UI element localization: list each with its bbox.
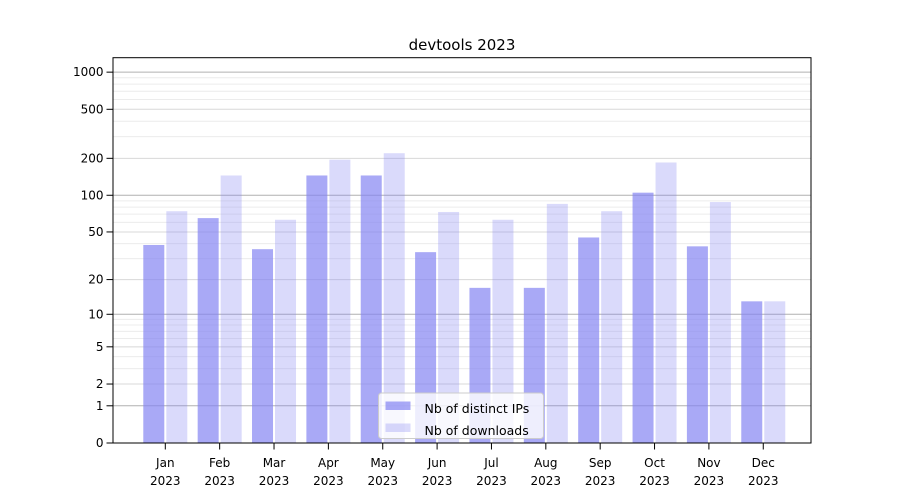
x-tick-label-year-nov: 2023 [694, 474, 725, 488]
x-tick-label-year-oct: 2023 [639, 474, 670, 488]
bar-jan-downloads [166, 211, 188, 443]
y-tick-label-2: 2 [96, 377, 104, 391]
x-tick-label-year-apr: 2023 [313, 474, 344, 488]
y-tick-label-0: 0 [96, 436, 104, 450]
x-tick-label-year-mar: 2023 [259, 474, 290, 488]
bar-dec-distinct-ips [741, 301, 763, 443]
legend-swatch-downloads [385, 423, 411, 432]
bar-feb-downloads [220, 175, 242, 443]
x-tick-label-month-may: May [370, 456, 395, 470]
y-tick-label-1: 1 [96, 399, 104, 413]
legend-swatch-distinct-ips [385, 401, 411, 410]
y-tick-label-10: 10 [88, 307, 103, 321]
y-tick-label-500: 500 [81, 102, 104, 116]
x-tick-label-month-feb: Feb [209, 456, 230, 470]
y-tick-label-20: 20 [88, 273, 103, 287]
y-tick-label-50: 50 [88, 225, 103, 239]
chart-title: devtools 2023 [409, 36, 516, 54]
x-axis: Jan 2023 Feb 2023 Mar 2023 Apr 2023 May 2023 Jun 20… [150, 443, 779, 488]
bar-jan-distinct-ips [143, 244, 165, 443]
y-tick-label-1000: 1000 [73, 65, 104, 79]
y-tick-label-5: 5 [96, 340, 104, 354]
y-tick-label-200: 200 [81, 151, 104, 165]
bar-nov-distinct-ips [686, 246, 708, 443]
x-tick-label-year-sep: 2023 [585, 474, 616, 488]
bar-apr-distinct-ips [306, 175, 328, 443]
x-tick-label-month-sep: Sep [589, 456, 612, 470]
bar-apr-downloads [329, 159, 351, 443]
x-tick-label-month-jul: Jul [483, 456, 498, 470]
bar-may-downloads [383, 153, 405, 444]
x-tick-label-month-jun: Jun [427, 456, 447, 470]
y-axis: 0 1 2 5 10 20 50 100 200 500 1000 [73, 65, 113, 450]
bar-oct-distinct-ips [632, 192, 654, 443]
x-tick-label-year-jan: 2023 [150, 474, 181, 488]
bar-may-distinct-ips [360, 175, 382, 443]
bar-feb-distinct-ips [197, 218, 219, 443]
x-tick-label-year-feb: 2023 [204, 474, 235, 488]
legend-label-downloads: Nb of downloads [425, 423, 529, 438]
legend: Nb of distinct IPs Nb of downloads [378, 392, 544, 439]
bar-oct-downloads [655, 162, 677, 443]
x-tick-label-month-apr: Apr [318, 456, 339, 470]
bar-jul-downloads [492, 219, 514, 443]
bar-sep-downloads [601, 211, 623, 443]
x-tick-label-year-dec: 2023 [748, 474, 779, 488]
x-tick-label-month-oct: Oct [644, 456, 665, 470]
bar-aug-downloads [546, 203, 568, 443]
x-tick-label-month-nov: Nov [697, 456, 720, 470]
x-tick-label-year-aug: 2023 [531, 474, 562, 488]
bar-sep-distinct-ips [578, 237, 600, 443]
bar-mar-downloads [275, 219, 297, 443]
plot-border [112, 57, 812, 444]
bar-mar-distinct-ips [252, 249, 274, 443]
x-tick-label-year-jun: 2023 [422, 474, 453, 488]
legend-box [378, 392, 544, 439]
x-tick-label-month-dec: Dec [752, 456, 775, 470]
bar-dec-downloads [764, 301, 786, 443]
x-tick-label-month-mar: Mar [263, 456, 286, 470]
bar-nov-downloads [709, 202, 731, 443]
legend-label-distinct-ips: Nb of distinct IPs [425, 401, 530, 416]
y-tick-label-100: 100 [81, 188, 104, 202]
bar-jun-downloads [438, 211, 460, 443]
x-tick-label-month-jan: Jan [155, 456, 175, 470]
x-tick-label-year-jul: 2023 [476, 474, 507, 488]
x-tick-label-year-may: 2023 [367, 474, 398, 488]
x-tick-label-month-aug: Aug [534, 456, 557, 470]
